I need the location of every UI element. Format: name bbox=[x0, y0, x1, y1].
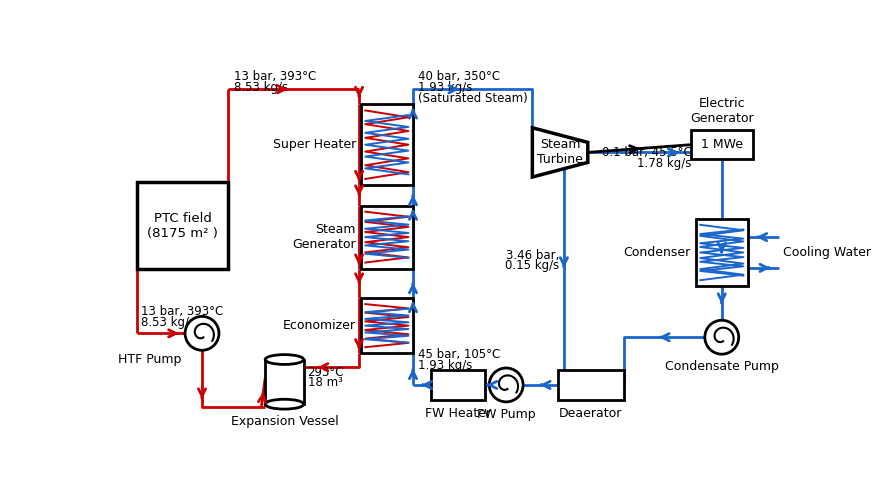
Text: 13 bar, 393°C: 13 bar, 393°C bbox=[142, 305, 223, 318]
Bar bbox=[432, 370, 485, 400]
Text: 0.1 bar, 45.5°C: 0.1 bar, 45.5°C bbox=[602, 146, 692, 159]
Bar bbox=[137, 182, 228, 268]
Text: Electric
Generator: Electric Generator bbox=[690, 97, 754, 125]
Text: Condenser: Condenser bbox=[624, 246, 691, 259]
Text: 293°C: 293°C bbox=[308, 366, 344, 378]
Text: FW Heater: FW Heater bbox=[425, 408, 491, 420]
Text: HTF Pump: HTF Pump bbox=[117, 354, 182, 366]
Ellipse shape bbox=[265, 354, 303, 364]
Text: Steam
Generator: Steam Generator bbox=[293, 223, 356, 251]
Text: 13 bar, 393°C: 13 bar, 393°C bbox=[234, 70, 317, 83]
Text: 1.78 kg/s: 1.78 kg/s bbox=[637, 157, 692, 170]
Text: 40 bar, 350°C: 40 bar, 350°C bbox=[417, 70, 500, 83]
Text: Expansion Vessel: Expansion Vessel bbox=[231, 415, 338, 428]
Bar bbox=[265, 360, 303, 404]
Bar bbox=[691, 130, 753, 160]
Text: Condensate Pump: Condensate Pump bbox=[665, 360, 779, 374]
Circle shape bbox=[185, 316, 219, 350]
Ellipse shape bbox=[265, 400, 303, 409]
Text: Steam
Turbine: Steam Turbine bbox=[538, 138, 583, 166]
Text: 18 m³: 18 m³ bbox=[308, 376, 343, 390]
Text: 0.15 kg/s: 0.15 kg/s bbox=[505, 260, 559, 272]
Text: FW Pump: FW Pump bbox=[477, 408, 536, 421]
Text: PTC field
(8175 m² ): PTC field (8175 m² ) bbox=[148, 212, 218, 240]
Text: 3.46 bar,: 3.46 bar, bbox=[506, 248, 559, 262]
Text: 8.53 kg/s: 8.53 kg/s bbox=[142, 316, 195, 328]
Text: (Saturated Steam): (Saturated Steam) bbox=[417, 92, 528, 104]
Bar bbox=[360, 298, 413, 354]
Bar bbox=[360, 206, 413, 268]
Bar bbox=[558, 370, 624, 400]
Text: Economizer: Economizer bbox=[283, 319, 356, 332]
Text: Cooling Water: Cooling Water bbox=[782, 246, 870, 259]
Text: Super Heater: Super Heater bbox=[272, 138, 356, 151]
Text: 1.93 kg/s: 1.93 kg/s bbox=[417, 81, 472, 94]
Text: 8.53 kg/s: 8.53 kg/s bbox=[234, 81, 288, 94]
Text: 45 bar, 105°C: 45 bar, 105°C bbox=[417, 348, 500, 361]
Text: Deaerator: Deaerator bbox=[559, 408, 623, 420]
Polygon shape bbox=[532, 128, 587, 177]
Bar bbox=[696, 218, 748, 286]
Text: 1.93 kg/s: 1.93 kg/s bbox=[417, 359, 472, 372]
Circle shape bbox=[705, 320, 739, 354]
Text: 1 MWe: 1 MWe bbox=[700, 138, 743, 151]
Circle shape bbox=[490, 368, 523, 402]
Bar bbox=[360, 104, 413, 185]
